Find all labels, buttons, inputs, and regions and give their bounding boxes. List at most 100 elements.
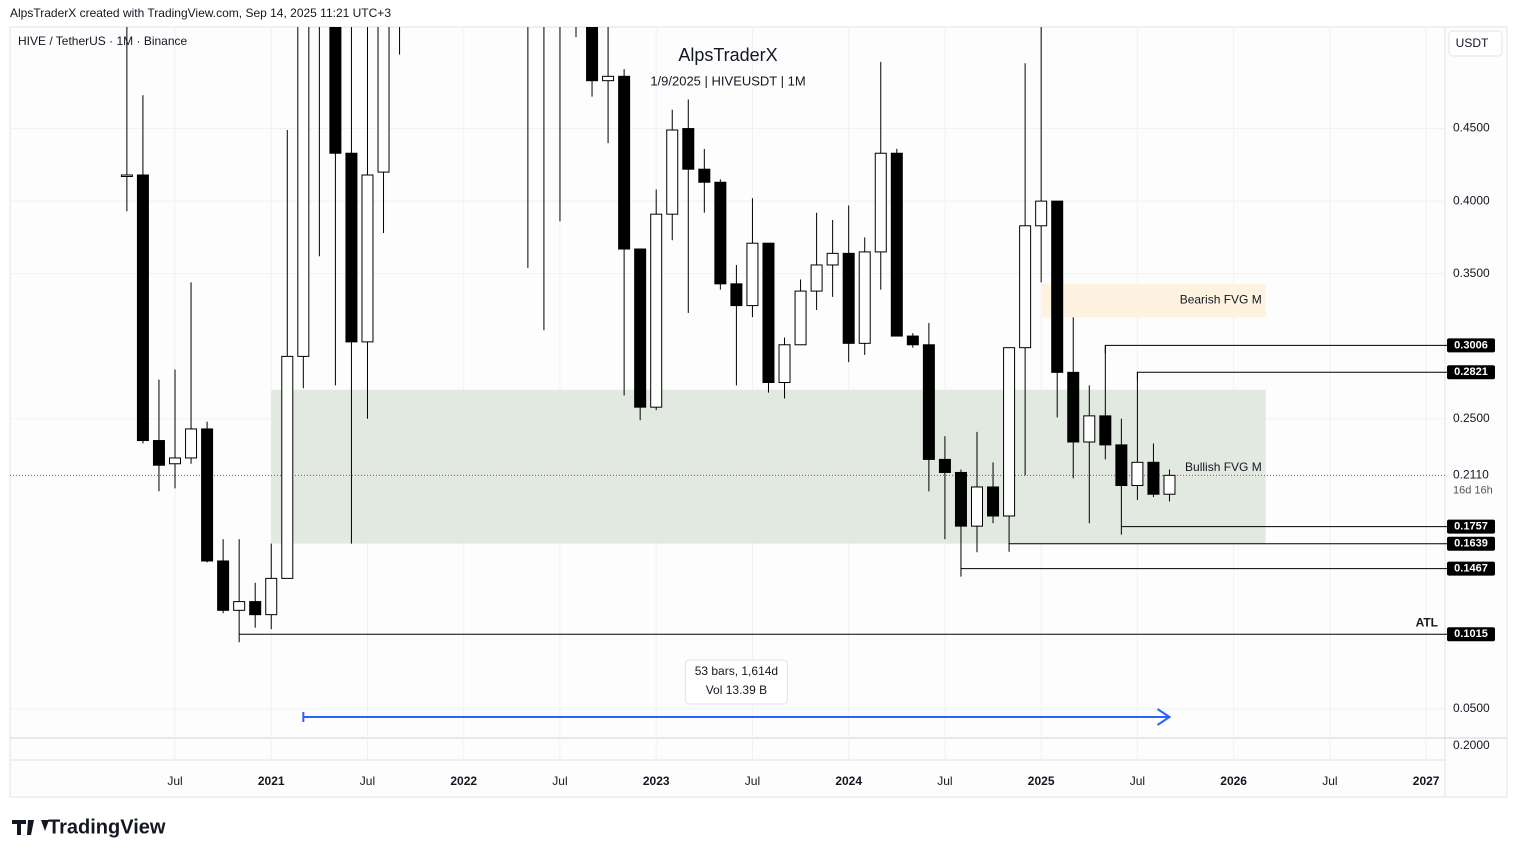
candle-body — [1035, 200, 1048, 227]
level-tag — [1447, 338, 1495, 353]
y-tick-label: 0.4500 — [1453, 121, 1490, 135]
candle-body — [1115, 444, 1128, 487]
level-name: ATL — [1416, 615, 1438, 629]
fvg-zone — [1041, 283, 1266, 318]
candle-body — [120, 174, 133, 178]
candle-body — [185, 428, 198, 459]
measure-box — [684, 659, 788, 705]
candle-body — [152, 440, 165, 466]
candle-body — [136, 174, 149, 442]
x-tick-label: 2021 — [258, 774, 285, 788]
level-tag — [1447, 627, 1495, 642]
measure-volume: Vol 13.39 B — [706, 683, 767, 697]
candle-body — [345, 152, 358, 343]
candle-body — [217, 560, 230, 611]
candle-body — [698, 168, 711, 183]
fvg-label: Bearish FVG M — [1180, 293, 1262, 307]
candle-body — [778, 344, 791, 383]
level-tag — [1447, 536, 1495, 551]
level-label: 0.3006 — [1454, 339, 1488, 351]
y-tick-label: 0.4000 — [1453, 193, 1490, 207]
candle-body — [762, 242, 775, 383]
lower-pane-tick: 0.2000 — [1453, 738, 1490, 752]
candle-body — [265, 577, 278, 616]
watermark-title: AlpsTraderX — [678, 45, 777, 65]
currency[interactable]: USDT — [1456, 36, 1489, 50]
candle-body — [1067, 371, 1080, 443]
y-tick-label: 0.2500 — [1453, 411, 1490, 425]
level-label: 0.1467 — [1454, 563, 1488, 575]
x-tick-label: Jul — [745, 774, 760, 788]
x-tick-label: 2022 — [450, 774, 477, 788]
candle-body — [906, 335, 919, 346]
candle-body — [730, 283, 743, 307]
candle-body — [1099, 415, 1112, 446]
candle-body — [890, 152, 903, 337]
x-tick-label: 2025 — [1028, 774, 1055, 788]
candle-body — [874, 152, 887, 253]
candle-body — [842, 252, 855, 344]
x-tick-label: 2023 — [643, 774, 670, 788]
x-tick-label: 2024 — [835, 774, 862, 788]
y-tick-label: 0.3500 — [1453, 266, 1490, 280]
measure-head — [1156, 708, 1172, 726]
candle-body — [1003, 347, 1016, 517]
candle-body — [810, 264, 823, 292]
candle-body — [602, 75, 615, 82]
x-tick-label: Jul — [1322, 774, 1337, 788]
candle-body — [858, 251, 871, 344]
level-tag — [1447, 519, 1495, 534]
brand: TradingView — [48, 816, 166, 838]
candle-body — [618, 75, 631, 250]
candles — [120, 27, 1176, 635]
level-label: 0.1015 — [1454, 628, 1488, 640]
candle-body — [794, 290, 807, 346]
x-tick-label: Jul — [1130, 774, 1145, 788]
candle-body — [329, 27, 342, 154]
candle-body — [377, 27, 390, 173]
x-tick-label: Jul — [167, 774, 182, 788]
candle-body — [714, 181, 727, 285]
candle-body — [682, 128, 695, 170]
candle-body — [666, 129, 679, 215]
candle-body — [297, 27, 310, 357]
candle-body — [922, 344, 935, 460]
candle-body — [1083, 415, 1096, 443]
candle-body — [169, 457, 181, 465]
x-tick-label: Jul — [360, 774, 375, 788]
candle-body — [233, 601, 246, 611]
level-label: 0.2821 — [1454, 366, 1488, 378]
currency-button[interactable] — [1448, 30, 1503, 57]
overlay: 53 bars, 1,614d Vol 13.39 B — [302, 659, 1172, 726]
x-tick-label: 2027 — [1413, 774, 1440, 788]
candle-body — [1147, 461, 1160, 495]
candle-body — [971, 486, 983, 527]
candle-body — [1051, 200, 1064, 373]
header: AlpsTraderX created with TradingView.com… — [10, 6, 391, 20]
level-label: 0.1639 — [1454, 538, 1488, 550]
level-label: 0.1757 — [1454, 520, 1488, 532]
candle-body — [826, 252, 839, 266]
candle-body — [987, 486, 1000, 517]
last-price-label: 0.2110 — [1453, 468, 1489, 482]
candle-body — [938, 458, 951, 473]
candle-body — [746, 242, 759, 307]
level-tag — [1447, 561, 1495, 576]
x-tick-label: 2026 — [1220, 774, 1247, 788]
symbol: HIVE / TetherUS · 1M · Binance — [18, 34, 188, 48]
candle-body — [650, 213, 663, 408]
candle-body — [954, 471, 967, 527]
candle-body — [586, 27, 599, 82]
candle-body — [281, 355, 294, 579]
brand-logo — [12, 820, 49, 835]
candle-body — [361, 174, 374, 343]
candle-body — [634, 248, 647, 408]
candle-body — [1131, 461, 1144, 487]
measure-bars: 53 bars, 1,614d — [695, 664, 778, 678]
candle-body — [1019, 225, 1032, 349]
candle-body — [1163, 474, 1176, 495]
fvg-label: Bullish FVG M — [1185, 460, 1262, 474]
candle-body — [201, 428, 214, 562]
x-tick-label: Jul — [552, 774, 567, 788]
